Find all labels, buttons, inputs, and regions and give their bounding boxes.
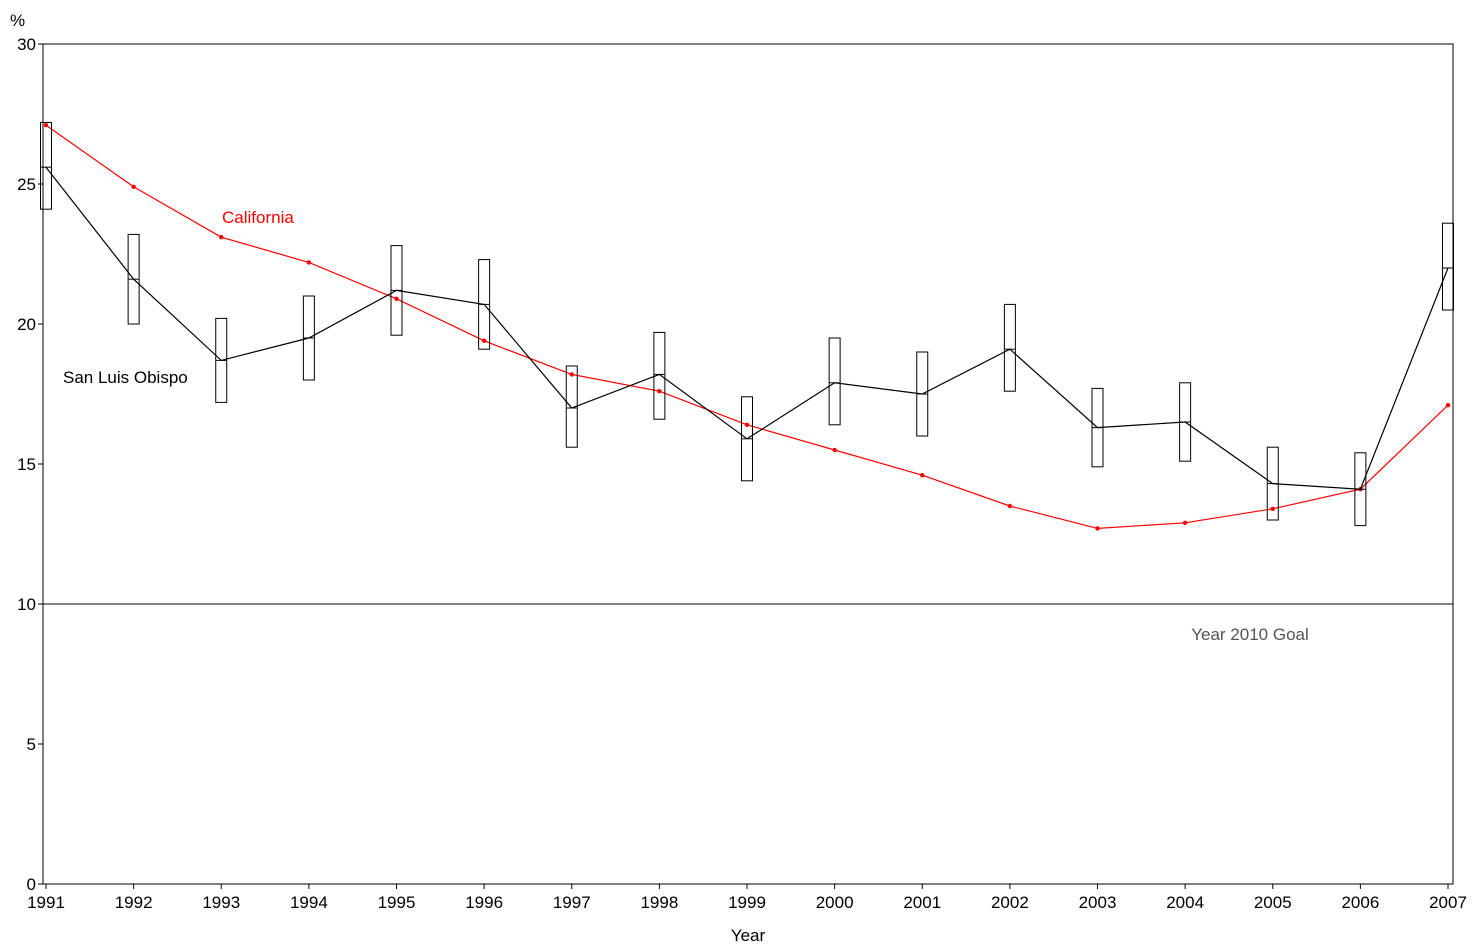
x-tick-label: 2004	[1166, 893, 1204, 912]
data-point	[569, 372, 574, 377]
x-tick-label: 1992	[115, 893, 153, 912]
x-tick-label: 1997	[553, 893, 591, 912]
x-tick-label: 1996	[465, 893, 503, 912]
x-tick-label: 2005	[1254, 893, 1292, 912]
series-layer	[40, 121, 1454, 531]
x-axis: 1991 1992 1993 1994 1995 1996 1997 1998 1999 2000…	[27, 884, 1467, 912]
data-point	[219, 235, 224, 240]
ci-box	[40, 121, 52, 210]
x-tick-label: 1998	[640, 893, 678, 912]
ci-box	[653, 331, 666, 420]
series-label-california: California	[222, 208, 294, 227]
series-labels: California San Luis Obispo	[63, 208, 294, 387]
ci-box	[1442, 222, 1454, 311]
data-point	[131, 184, 136, 189]
x-tick-label: 2006	[1341, 893, 1379, 912]
ci-box	[1003, 303, 1016, 392]
x-tick-label: 2001	[903, 893, 941, 912]
data-point	[920, 473, 925, 478]
x-tick-label: 1995	[378, 893, 416, 912]
plot-frame	[42, 43, 1454, 885]
x-tick-label: 2000	[816, 893, 854, 912]
y-tick-label: 0	[27, 875, 36, 894]
series-label-san-luis-obispo: San Luis Obispo	[63, 368, 188, 387]
data-point	[657, 389, 662, 394]
y-tick-label: 20	[17, 315, 36, 334]
data-point	[744, 422, 750, 427]
y-tick-label: 25	[17, 175, 36, 194]
x-tick-label: 2003	[1079, 893, 1117, 912]
x-tick-label: 2002	[991, 893, 1029, 912]
ci-box	[390, 245, 403, 336]
ci-box	[916, 351, 929, 437]
ci-box	[828, 337, 841, 426]
ci-box	[127, 233, 140, 325]
data-point	[1270, 506, 1275, 511]
x-tick-label: 2007	[1429, 893, 1467, 912]
data-point	[481, 338, 487, 343]
ci-box	[741, 396, 753, 482]
ci-box	[565, 365, 578, 448]
y-tick-label: 15	[17, 455, 36, 474]
y-tick-label: 10	[17, 595, 36, 614]
goal-label: Year 2010 Goal	[1191, 625, 1309, 644]
ci-box	[302, 295, 315, 381]
series-line	[45, 124, 1449, 530]
x-tick-label: 1993	[202, 893, 240, 912]
x-tick-label: 1999	[728, 893, 766, 912]
y-axis-title: %	[10, 11, 25, 30]
x-axis-title: Year	[731, 926, 766, 945]
data-point	[394, 296, 399, 301]
data-point	[1445, 403, 1451, 408]
x-tick-label: 1991	[27, 893, 65, 912]
x-tick-label: 1994	[290, 893, 328, 912]
series-california	[43, 123, 1451, 531]
ci-box	[478, 259, 491, 350]
ci-box	[215, 317, 228, 403]
series-san-luis-obispo	[40, 121, 1454, 527]
data-point	[1095, 526, 1100, 531]
data-point	[43, 123, 49, 128]
reference-lines: Year 2010 Goal	[43, 603, 1453, 644]
y-tick-label: 30	[17, 35, 36, 54]
data-point	[1182, 520, 1188, 525]
y-tick-label: 5	[27, 735, 36, 754]
y-axis: 0 5 10 15 20 25 30	[17, 35, 43, 894]
plot-border	[42, 43, 1454, 885]
data-point	[1007, 503, 1013, 509]
data-point	[832, 447, 837, 453]
data-point	[306, 260, 312, 265]
